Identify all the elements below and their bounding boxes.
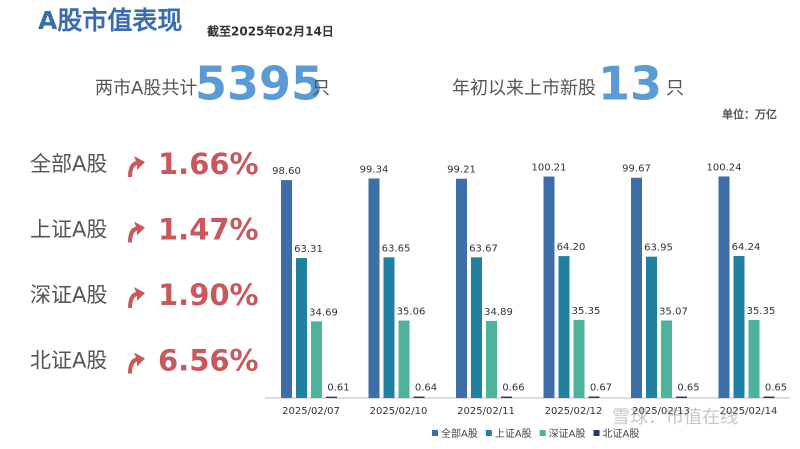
bar: [733, 256, 745, 398]
summary-suffix: 只: [666, 78, 684, 99]
value-label: 99.67: [622, 164, 651, 175]
chart: 2025/02/07 98.60 63.31 34.69 0.61 2025/02/10 9…: [265, 162, 790, 440]
stat-change: 1.90%: [158, 278, 259, 312]
value-label: 0.64: [415, 383, 437, 394]
value-label: 100.24: [707, 162, 742, 173]
value-label: 100.21: [532, 163, 567, 174]
summary-number: 5395: [195, 57, 323, 111]
summary-suffix: 只: [312, 78, 330, 99]
bar: [748, 319, 760, 398]
legend-label: 深证A股: [549, 428, 586, 440]
value-label: 35.06: [397, 307, 426, 318]
x-tick-label: 2025/02/07: [282, 406, 340, 417]
stat-name: 全部A股: [30, 152, 107, 176]
legend-swatch: [539, 430, 546, 436]
x-tick-label: 2025/02/10: [370, 406, 428, 417]
x-tick-label: 2025/02/14: [720, 406, 778, 417]
value-label: 0.65: [765, 383, 787, 394]
x-tick-label: 2025/02/13: [632, 406, 690, 417]
bar: [383, 257, 395, 398]
bar: [573, 319, 585, 398]
title: A股市值表现: [38, 6, 182, 35]
legend-label: 全部A股: [441, 427, 478, 440]
value-label: 35.35: [747, 306, 776, 317]
up-arrow: [128, 352, 145, 374]
value-label: 63.67: [469, 243, 498, 254]
date: 截至2025年02月14日: [207, 24, 334, 39]
up-arrow: [128, 287, 145, 308]
bar: [486, 320, 497, 398]
bar: [718, 176, 730, 398]
bar: [413, 396, 425, 398]
bar: [501, 396, 512, 398]
value-label: 0.67: [590, 383, 612, 394]
bar: [296, 258, 307, 398]
unit: 单位：万亿: [722, 107, 777, 121]
legend-swatch: [432, 430, 438, 436]
legend-label: 北证A股: [603, 428, 640, 440]
stat-name: 上证A股: [30, 218, 107, 242]
bar: [631, 177, 642, 398]
stat-change: 1.66%: [158, 147, 259, 181]
bar: [311, 321, 322, 398]
stat-change: 6.56%: [158, 344, 259, 378]
legend-label: 上证A股: [495, 428, 532, 440]
value-label: 63.65: [382, 243, 411, 254]
watermark: 雪球：市值在线: [612, 407, 738, 428]
value-label: 0.66: [502, 383, 524, 394]
value-label: 35.35: [572, 306, 601, 317]
bar: [588, 396, 600, 398]
summary-number: 13: [598, 57, 662, 111]
summary-label: 年初以来上市新股: [452, 78, 596, 99]
stat-name: 深证A股: [30, 283, 107, 307]
value-label: 63.95: [644, 243, 673, 254]
value-label: 99.34: [360, 164, 389, 175]
stat-name: 北证A股: [30, 349, 107, 373]
summary-label: 两市A股共计: [95, 78, 197, 99]
value-label: 64.24: [732, 242, 761, 253]
value-label: 64.20: [557, 242, 586, 253]
value-label: 34.89: [484, 307, 513, 318]
x-tick-label: 2025/02/12: [545, 406, 603, 417]
bar: [646, 256, 657, 398]
bar: [368, 178, 380, 398]
bar: [543, 176, 555, 398]
value-label: 35.07: [659, 306, 688, 317]
value-label: 63.31: [294, 244, 323, 255]
bar: [676, 396, 687, 398]
bar: [763, 396, 775, 398]
value-label: 0.61: [327, 383, 349, 394]
value-label: 99.21: [447, 165, 476, 176]
bar: [456, 178, 467, 398]
bar: [471, 257, 482, 398]
stats: 全部A股 1.66% 上证A股 1.47% 深证A股 1.90% 北证A股 6.56%: [30, 147, 259, 378]
stat-change: 1.47%: [158, 213, 259, 247]
bar: [281, 180, 292, 398]
bar: [326, 396, 337, 398]
bar: [558, 256, 570, 398]
bar: [661, 320, 672, 398]
up-arrow: [128, 156, 145, 177]
value-label: 0.65: [677, 383, 699, 394]
x-tick-label: 2025/02/11: [457, 406, 515, 417]
up-arrow: [128, 221, 145, 243]
legend-swatch: [593, 430, 600, 436]
value-label: 34.69: [309, 307, 338, 318]
legend-swatch: [485, 430, 492, 436]
bar: [398, 320, 410, 398]
value-label: 98.60: [272, 166, 301, 177]
